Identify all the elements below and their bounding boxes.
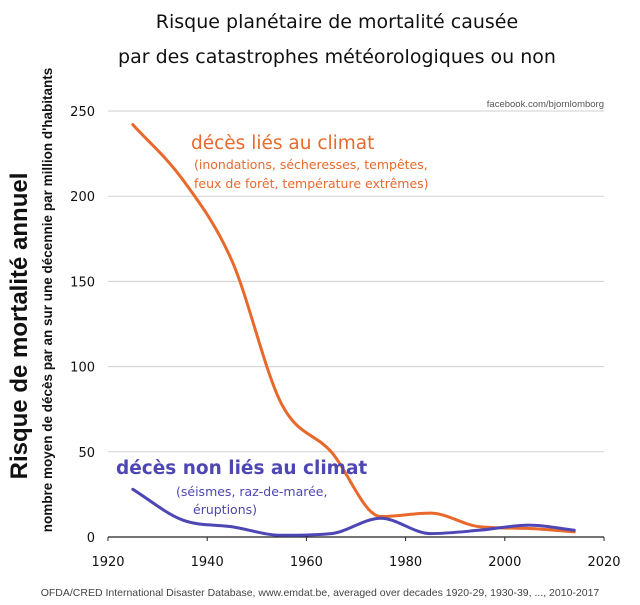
x-tick-label-1960: 1960 <box>290 555 323 570</box>
x-tick-labels: 1920 1940 1960 1980 2000 2020 <box>91 537 621 570</box>
annotation-nonclimate-sub-2: éruptions) <box>193 502 257 517</box>
y-axis-label: Risque de mortalité annuel <box>6 173 33 480</box>
x-tick-label-1980: 1980 <box>389 555 422 570</box>
x-tick-label-1940: 1940 <box>191 555 224 570</box>
y-tick-label-150: 150 <box>70 275 95 290</box>
x-tick-label-2020: 2020 <box>587 555 620 570</box>
annotation-nonclimate-title: décès non liés au climat <box>116 458 367 479</box>
x-tick-label-1920: 1920 <box>91 555 124 570</box>
gridlines <box>108 110 604 453</box>
annotation-climate-sub-1: (inondations, sécheresses, tempêtes, <box>194 157 428 172</box>
annotation-climate-title: décès liés au climat <box>191 133 374 154</box>
y-tick-labels: 0 50 100 150 200 250 <box>70 105 95 546</box>
series-line-non-climate <box>131 487 576 537</box>
chart-title-line-2: par des catastrophes météorologiques ou … <box>118 46 556 68</box>
y-tick-label-0: 0 <box>87 531 95 546</box>
chart-title-line-1: Risque planétaire de mortalité causée <box>156 11 518 33</box>
chart-source: OFDA/CRED International Disaster Databas… <box>41 587 600 599</box>
x-tick-label-2000: 2000 <box>488 555 521 570</box>
series-group <box>131 123 576 537</box>
y-tick-label-50: 50 <box>78 446 95 461</box>
annotation-nonclimate-sub-1: (séismes, raz-de-marée, <box>176 484 327 499</box>
y-tick-label-250: 250 <box>70 105 95 120</box>
y-axis-sublabel: nombre moyen de décès par an sur une déc… <box>40 68 55 533</box>
y-tick-label-100: 100 <box>70 361 95 376</box>
annotation-climate-sub-2: feux de forêt, température extrêmes) <box>194 176 429 191</box>
y-tick-label-200: 200 <box>70 190 95 205</box>
chart-credit: facebook.com/bjornlomborg <box>487 99 604 110</box>
